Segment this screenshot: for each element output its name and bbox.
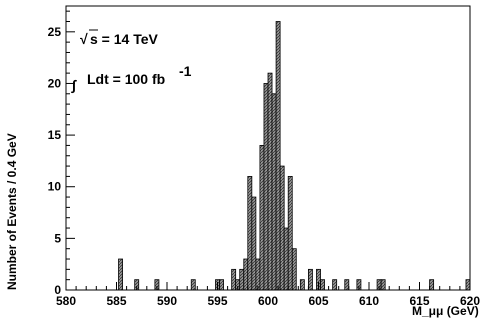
y-tick-label: 25 — [48, 25, 62, 39]
y-tick-label: 15 — [48, 128, 62, 142]
y-axis-title: Number of Events / 0.4 GeV — [5, 133, 19, 290]
x-tick-label: 620 — [460, 294, 480, 308]
energy-annotation: √ s = 14 TeV — [80, 29, 159, 47]
histogram-bin-3 — [190, 279, 196, 291]
x-axis-title: M_μμ (GeV) — [412, 304, 479, 318]
histogram-bin-5 — [219, 279, 224, 291]
histogram-bin-13 — [259, 145, 265, 291]
y-tick-label: 0 — [54, 283, 61, 297]
x-tick-label: 605 — [308, 294, 328, 308]
x-tick-label: 615 — [409, 294, 429, 308]
histogram-bin-30 — [380, 279, 386, 291]
energy-label: s = 14 TeV — [90, 31, 159, 47]
histogram-bin-15 — [267, 72, 273, 291]
histogram-bin-12 — [255, 258, 261, 291]
histogram-bars — [118, 21, 471, 291]
x-tick-label: 600 — [258, 294, 278, 308]
x-tick-label: 610 — [359, 294, 379, 308]
luminosity-annotation: ∫ Ldt = 100 fb -1 — [71, 63, 192, 94]
histogram-bin-25 — [320, 279, 325, 291]
histogram-bin-31 — [429, 279, 435, 291]
histogram-bin-27 — [344, 279, 350, 291]
histogram-bin-18 — [279, 165, 285, 291]
histogram-bin-20 — [287, 175, 293, 291]
histogram-bin-23 — [307, 268, 313, 291]
histogram-bin-14 — [263, 83, 269, 291]
histogram-bin-19 — [283, 227, 289, 291]
histogram-bin-9 — [243, 258, 249, 291]
histogram-bin-17 — [275, 21, 281, 291]
histogram-bin-8 — [239, 268, 245, 291]
histogram-bin-26 — [332, 279, 338, 291]
y-tick-label: 10 — [48, 180, 62, 194]
y-tick-label: 20 — [48, 76, 62, 90]
y-tick-label: 5 — [54, 231, 61, 245]
plot-frame — [65, 5, 471, 291]
histogram-bin-22 — [299, 279, 305, 291]
luminosity-exponent: -1 — [179, 63, 192, 79]
histogram-bin-11 — [251, 196, 257, 291]
x-axis-title-text: M_μμ (GeV) — [412, 304, 479, 318]
histogram-bin-10 — [247, 175, 253, 291]
histogram-bin-6 — [231, 268, 237, 291]
histogram-bin-32 — [465, 279, 471, 291]
histogram-bin-0 — [118, 258, 123, 291]
x-tick-label: 590 — [157, 294, 177, 308]
luminosity-label: Ldt = 100 fb — [87, 71, 165, 87]
x-tick-label: 580 — [56, 294, 76, 308]
sqrt-symbol: √ — [80, 31, 88, 47]
x-tick-label: 595 — [207, 294, 227, 308]
histogram-bin-16 — [271, 93, 277, 291]
integral-symbol: ∫ — [71, 77, 77, 94]
x-tick-label: 585 — [106, 294, 126, 308]
histogram-bin-21 — [291, 248, 297, 291]
y-axis-ticks: 0 5 10 15 20 25 — [48, 10, 75, 297]
